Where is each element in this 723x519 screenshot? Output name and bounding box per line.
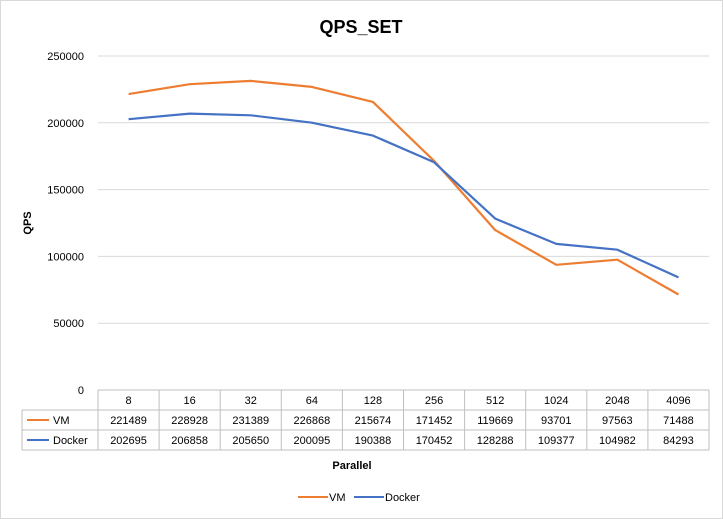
- data-label: 104982: [599, 435, 636, 447]
- data-table: 8 16 32 64 128 256 512 1024 2048 4096 VM 221489 2289…: [21, 389, 710, 451]
- data-label: 119669: [477, 415, 513, 427]
- y-tick-label: 150000: [47, 185, 84, 197]
- legend: VM Docker: [298, 492, 420, 504]
- x-tick-label: 128: [364, 395, 382, 407]
- data-label: 171452: [416, 415, 453, 427]
- y-tick-label: 0: [78, 385, 84, 397]
- x-tick-label: 1024: [544, 395, 568, 407]
- data-label: 84293: [663, 435, 694, 447]
- x-tick-label: 2048: [605, 395, 629, 407]
- y-axis-title: QPS: [22, 211, 34, 234]
- data-label: 231389: [232, 415, 269, 427]
- data-label: 93701: [541, 415, 572, 427]
- y-tick-label: 50000: [53, 318, 84, 330]
- y-tick-label: 100000: [47, 251, 84, 263]
- data-label: 228928: [171, 415, 208, 427]
- series-line-vm: [128, 79, 680, 296]
- data-label: 128288: [477, 435, 514, 447]
- data-label: 206858: [171, 435, 208, 447]
- x-tick-label: 64: [306, 395, 318, 407]
- x-tick-label: 4096: [666, 395, 690, 407]
- x-tick-label: 512: [486, 395, 504, 407]
- series-line-docker: [128, 112, 679, 279]
- data-label: 205650: [232, 435, 269, 447]
- plot-area: [128, 79, 680, 296]
- data-label: 71488: [663, 415, 694, 427]
- x-tick-label: 16: [184, 395, 196, 407]
- x-axis-title: Parallel: [332, 460, 371, 472]
- x-tick-label: 32: [245, 395, 257, 407]
- chart-title: QPS_SET: [319, 17, 402, 37]
- data-label: 97563: [602, 415, 633, 427]
- data-label: 170452: [416, 435, 453, 447]
- data-label: 190388: [355, 435, 392, 447]
- table-series-label: VM: [53, 415, 70, 427]
- x-tick-label: 256: [425, 395, 443, 407]
- gridlines: [98, 55, 709, 324]
- y-axis-ticks: 0 50000 100000 150000 200000 250000: [47, 51, 84, 397]
- data-label: 200095: [293, 435, 330, 447]
- data-label: 109377: [538, 435, 575, 447]
- table-series-label: Docker: [53, 435, 88, 447]
- data-label: 202695: [110, 435, 147, 447]
- data-label: 215674: [355, 415, 392, 427]
- y-tick-label: 200000: [47, 118, 84, 130]
- legend-label: VM: [329, 492, 346, 504]
- data-label: 226868: [293, 415, 330, 427]
- legend-label: Docker: [385, 492, 420, 504]
- x-tick-label: 8: [125, 395, 131, 407]
- y-tick-label: 250000: [47, 51, 84, 63]
- data-label: 221489: [110, 415, 147, 427]
